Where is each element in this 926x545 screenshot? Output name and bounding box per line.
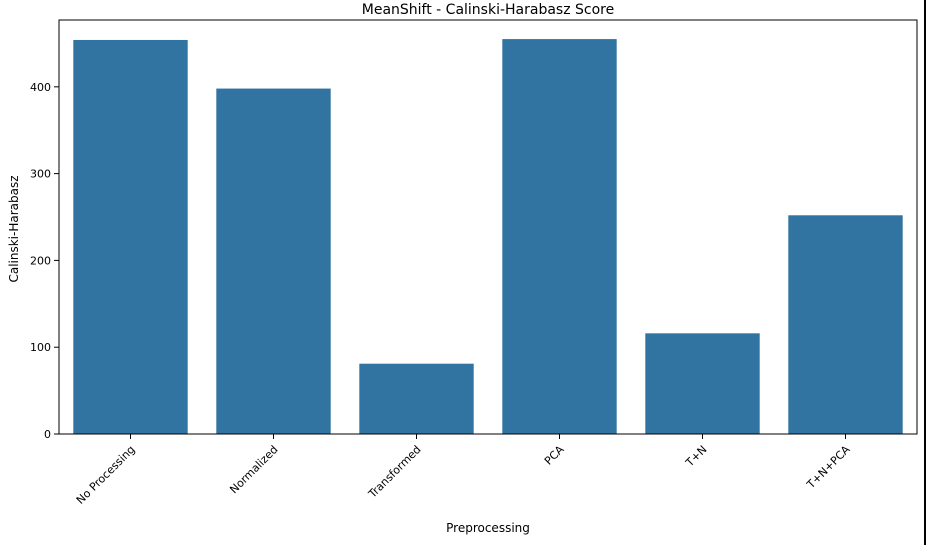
x-axis-label: Preprocessing: [446, 521, 530, 535]
bar: [216, 88, 331, 434]
bar: [645, 333, 760, 434]
y-tick-label: 200: [30, 254, 51, 267]
window-edge: [924, 0, 926, 545]
bar: [73, 39, 188, 434]
x-tick-label: T+N: [683, 443, 710, 470]
x-tick-label: Transformed: [365, 443, 423, 501]
x-tick-label: Normalized: [227, 443, 280, 496]
x-tick-label: No Processing: [74, 443, 138, 507]
y-tick-label: 300: [30, 168, 51, 181]
chart-title: MeanShift - Calinski-Harabasz Score: [362, 2, 614, 18]
plot-frame: [58, 19, 918, 435]
y-tick-label: 100: [30, 341, 51, 354]
y-tick-label: 400: [30, 81, 51, 94]
bar: [359, 363, 474, 434]
y-tick-label: 0: [44, 428, 51, 441]
x-tick-label: PCA: [542, 443, 567, 468]
bar: [788, 215, 903, 434]
x-tick-label: T+N+PCA: [804, 443, 853, 492]
plot-area: 0 100 200 300 400 No Processing Normalized Tran…: [30, 19, 918, 507]
bar: [502, 39, 617, 435]
y-axis-label: Calinski-Harabasz: [7, 175, 21, 282]
